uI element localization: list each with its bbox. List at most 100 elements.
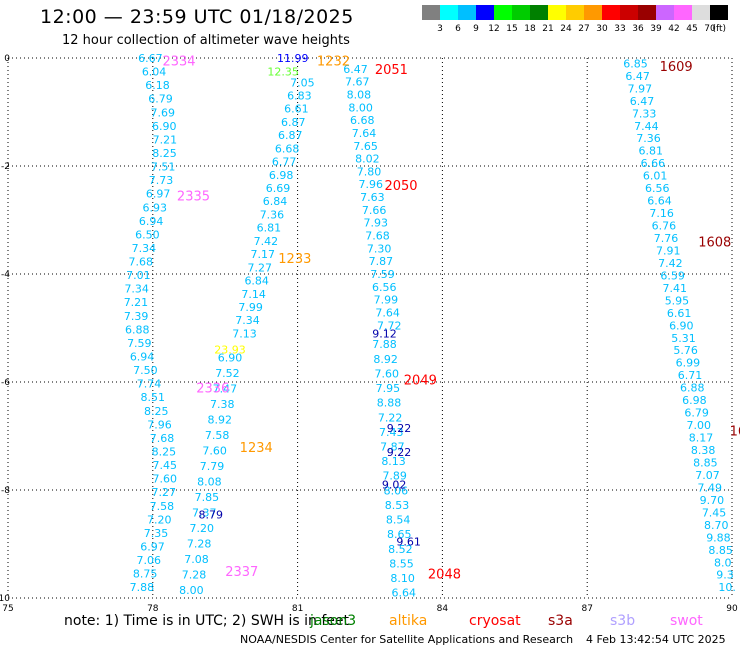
swh-value: 6.18	[145, 79, 170, 92]
swh-value: 8.70	[704, 519, 729, 532]
pass-time-label: 2048	[428, 568, 461, 583]
colorbar-swatch	[710, 5, 728, 20]
chart-title: 12:00 — 23:59 UTC 01/18/2025	[40, 6, 354, 28]
colorbar-swatch	[440, 5, 458, 20]
swh-value: 8.00	[348, 101, 373, 114]
swh-value: 7.68	[365, 230, 390, 243]
swh-value: 7.66	[362, 204, 387, 217]
swh-value: 7.34	[132, 242, 157, 255]
swh-value: 8.17	[689, 432, 714, 445]
x-tick-label: 81	[292, 604, 303, 614]
swh-value: 7.06	[137, 554, 162, 567]
swh-value: 6.90	[218, 352, 243, 365]
pass-time-label: 2337	[225, 565, 258, 580]
swh-value: 8.54	[386, 514, 411, 527]
pass-time-label: 2334	[162, 55, 195, 70]
swh-value: 6.98	[269, 169, 294, 182]
swh-value: 8.52	[388, 543, 413, 556]
swh-value: 7.50	[133, 364, 158, 377]
swh-value: 6.88	[680, 382, 705, 395]
swh-value-highlight: 8.79	[198, 508, 223, 521]
pass-time-label: 2051	[375, 63, 408, 78]
swh-value: 7.30	[367, 242, 392, 255]
swh-value: 7.13	[232, 327, 257, 340]
swh-value: 6.59	[660, 269, 685, 282]
swh-value: 6.97	[146, 188, 171, 201]
swh-value: 6.85	[623, 57, 648, 70]
swh-value: 6.90	[152, 120, 177, 133]
x-tick-label: 90	[726, 604, 738, 614]
y-tick-label: -2	[1, 162, 10, 172]
colorbar-swatch	[674, 5, 692, 20]
swh-value: 8.08	[347, 88, 372, 101]
swh-value: 9.3	[716, 569, 734, 582]
swh-value: 6.67	[138, 52, 163, 65]
swh-value: 7.64	[375, 306, 400, 319]
swh-value: 8.0	[714, 556, 732, 569]
mission-jason3: jason3	[310, 613, 357, 629]
swh-value: 7.42	[658, 257, 683, 270]
colorbar-unit: (ft)	[712, 24, 726, 34]
x-tick-label: 75	[2, 604, 13, 614]
swh-value: 7.42	[254, 235, 279, 248]
swh-value: 8.25	[152, 147, 177, 160]
swh-value: 6.47	[630, 95, 655, 108]
swh-value: 7.20	[189, 522, 214, 535]
swh-value: 6.61	[667, 307, 692, 320]
swh-value-highlight: 9.22	[387, 422, 412, 435]
swh-value: 6.79	[684, 407, 709, 420]
swh-value: 7.99	[374, 294, 399, 307]
pass-time-label: 1608	[698, 236, 731, 251]
colorbar-tick-label: 70	[704, 24, 716, 34]
footer-note: note: 1) Time is in UTC; 2) SWH is in fe…	[64, 613, 350, 629]
swh-value: 7.34	[124, 283, 149, 296]
swh-value: 7.17	[251, 248, 276, 261]
colorbar-tick-label: 45	[686, 24, 697, 34]
swh-value: 7.93	[364, 217, 389, 230]
swh-value: 8.92	[207, 414, 232, 427]
swh-value: 8.88	[377, 397, 402, 410]
colorbar-tick-label: 15	[506, 24, 517, 34]
swh-value: 7.34	[235, 314, 260, 327]
pass-time-label: 1233	[278, 252, 311, 267]
swh-value: 10.	[718, 581, 736, 594]
swh-value: 7.65	[353, 140, 378, 153]
swh-value: 6.68	[275, 142, 300, 155]
swh-value: 7.68	[150, 432, 175, 445]
swh-value: 8.00	[179, 584, 204, 597]
colorbar-tick-label: 24	[560, 24, 572, 34]
swh-value: 6.81	[257, 222, 282, 235]
mission-s3a: s3a	[548, 613, 573, 629]
swh-value-highlight: 23.93	[214, 344, 246, 357]
swh-value: 7.27	[247, 261, 272, 274]
colorbar-tick-label: 33	[614, 24, 625, 34]
colorbar-swatch	[638, 5, 656, 20]
pass-time-label: 2336	[196, 381, 229, 396]
pass-time-label: 2050	[384, 179, 417, 194]
swh-value: 9.70	[700, 494, 725, 507]
colorbar-swatch	[494, 5, 512, 20]
colorbar-swatch	[530, 5, 548, 20]
swh-value: 6.79	[148, 93, 173, 106]
swh-value: 7.69	[151, 106, 176, 119]
colorbar-swatch	[692, 5, 710, 20]
swh-value: 6.90	[669, 319, 694, 332]
swh-value: 5.95	[665, 294, 690, 307]
swh-value: 6.77	[272, 156, 297, 169]
pass-time-label: 16	[730, 425, 740, 440]
swh-value-highlight: 11.99	[277, 52, 309, 65]
footer-date: 4 Feb 13:42:54 UTC 2025	[586, 633, 726, 646]
swh-value: 7.16	[649, 207, 674, 220]
swh-value: 7.52	[215, 367, 240, 380]
swh-value: 8.06	[384, 484, 409, 497]
swh-value: 8.75	[133, 568, 158, 581]
colorbar-swatch	[602, 5, 620, 20]
swh-value: 7.63	[360, 191, 385, 204]
swh-value: 6.87	[278, 129, 303, 142]
swh-value: 7.73	[149, 174, 174, 187]
swh-value: 7.59	[370, 268, 395, 281]
swh-value: 7.51	[151, 161, 176, 174]
swh-value: 9.88	[706, 531, 731, 544]
swh-value: 7.97	[628, 82, 653, 95]
swh-value: 7.28	[187, 537, 212, 550]
